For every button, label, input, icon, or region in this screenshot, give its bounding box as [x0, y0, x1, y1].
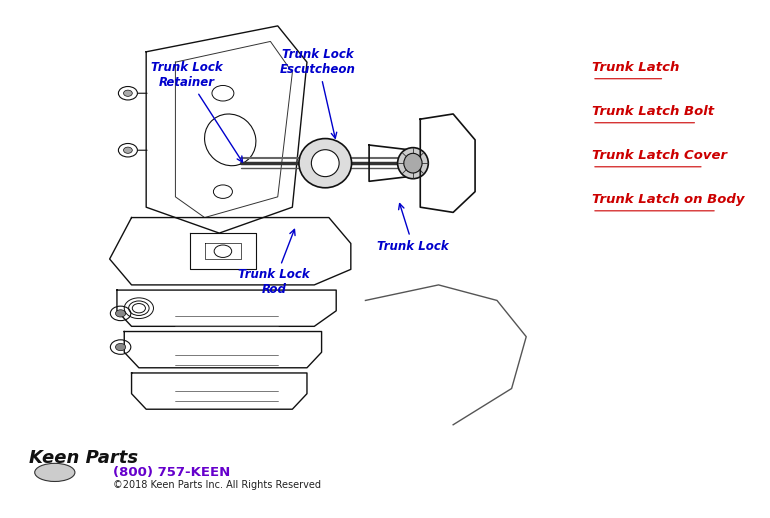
Text: Trunk Lock
Rod: Trunk Lock Rod — [238, 229, 310, 296]
Text: Trunk Lock
Escutcheon: Trunk Lock Escutcheon — [280, 48, 356, 138]
Text: (800) 757-KEEN: (800) 757-KEEN — [113, 466, 230, 479]
Ellipse shape — [299, 139, 352, 188]
Circle shape — [123, 90, 132, 96]
Circle shape — [123, 147, 132, 153]
Text: Trunk Latch on Body: Trunk Latch on Body — [592, 193, 745, 206]
Text: Trunk Latch Bolt: Trunk Latch Bolt — [592, 105, 714, 118]
Ellipse shape — [35, 463, 75, 482]
Text: Keen Parts: Keen Parts — [29, 450, 139, 467]
Text: ©2018 Keen Parts Inc. All Rights Reserved: ©2018 Keen Parts Inc. All Rights Reserve… — [113, 480, 321, 491]
Text: Trunk Lock
Retainer: Trunk Lock Retainer — [150, 61, 243, 162]
Ellipse shape — [403, 153, 422, 173]
Text: Trunk Latch: Trunk Latch — [592, 61, 679, 74]
Circle shape — [116, 310, 126, 317]
Text: Trunk Lock: Trunk Lock — [377, 204, 449, 253]
Ellipse shape — [311, 150, 339, 177]
Circle shape — [116, 343, 126, 351]
Text: Trunk Latch Cover: Trunk Latch Cover — [592, 149, 727, 162]
Ellipse shape — [397, 148, 428, 179]
